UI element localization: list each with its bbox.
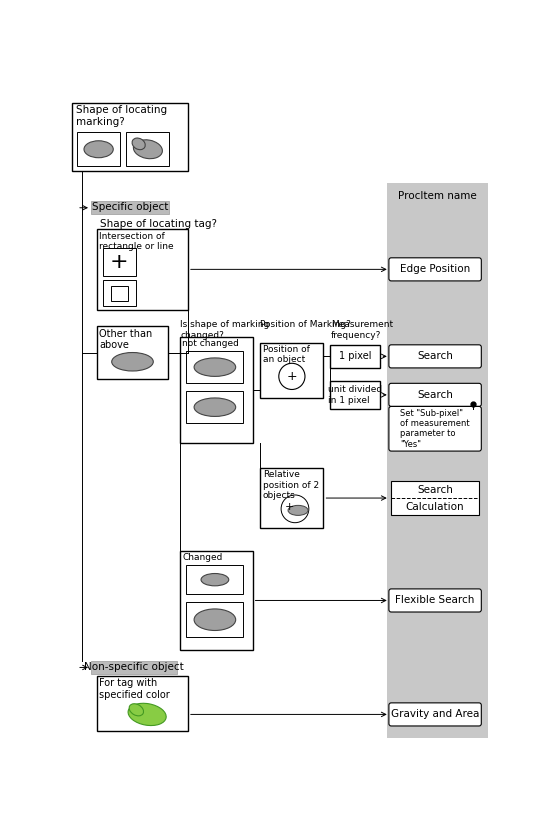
- Text: Relative
position of 2
objects: Relative position of 2 objects: [263, 471, 319, 500]
- Bar: [387, 183, 489, 737]
- Bar: [187, 391, 243, 423]
- Text: +: +: [110, 252, 129, 272]
- Text: Shape of locating
marking?: Shape of locating marking?: [76, 105, 166, 127]
- Bar: [187, 602, 243, 637]
- Text: Intersection of
rectangle or line: Intersection of rectangle or line: [100, 232, 174, 251]
- Bar: [77, 132, 120, 166]
- Text: Search: Search: [417, 485, 453, 495]
- FancyBboxPatch shape: [389, 407, 481, 451]
- Bar: [103, 247, 135, 276]
- Text: Non-specific object: Non-specific object: [84, 662, 184, 672]
- Text: ProcItem name: ProcItem name: [398, 191, 477, 201]
- Bar: [330, 345, 380, 368]
- Text: Search: Search: [417, 390, 453, 400]
- FancyBboxPatch shape: [389, 257, 481, 281]
- Text: Gravity and Area: Gravity and Area: [391, 710, 479, 720]
- Bar: [97, 229, 188, 310]
- FancyBboxPatch shape: [389, 703, 481, 726]
- Ellipse shape: [194, 398, 236, 416]
- Text: 1 pixel: 1 pixel: [339, 352, 371, 362]
- Text: unit divided
in 1 pixel: unit divided in 1 pixel: [328, 385, 382, 405]
- Ellipse shape: [201, 573, 228, 586]
- Ellipse shape: [194, 609, 236, 631]
- Ellipse shape: [133, 140, 163, 159]
- Ellipse shape: [112, 352, 153, 371]
- Text: Specific object: Specific object: [92, 202, 169, 212]
- Text: +: +: [287, 370, 297, 383]
- Text: Is shape of marking
changed?: Is shape of marking changed?: [180, 320, 269, 340]
- FancyBboxPatch shape: [389, 345, 481, 368]
- Bar: [97, 327, 168, 379]
- Bar: [180, 551, 252, 650]
- Bar: [261, 342, 324, 398]
- Text: Flexible Search: Flexible Search: [395, 596, 475, 606]
- Bar: [72, 103, 188, 171]
- Ellipse shape: [128, 703, 166, 726]
- Bar: [180, 337, 252, 443]
- Bar: [103, 280, 135, 307]
- Bar: [187, 351, 243, 383]
- Bar: [187, 565, 243, 594]
- Text: Shape of locating tag?: Shape of locating tag?: [100, 219, 217, 229]
- FancyBboxPatch shape: [389, 383, 481, 407]
- Bar: [391, 481, 479, 515]
- Ellipse shape: [132, 138, 145, 150]
- Ellipse shape: [288, 506, 308, 516]
- Bar: [330, 381, 380, 409]
- Text: +: +: [285, 502, 294, 512]
- Text: Set "Sub-pixel"
of measurement
parameter to
"Yes": Set "Sub-pixel" of measurement parameter…: [400, 409, 470, 449]
- Text: Search: Search: [417, 352, 453, 362]
- Text: Changed: Changed: [183, 553, 223, 562]
- Circle shape: [281, 495, 309, 522]
- Bar: [91, 201, 170, 214]
- Text: Other than
above: Other than above: [100, 329, 153, 350]
- Circle shape: [279, 363, 305, 390]
- Text: Position of Marking?: Position of Marking?: [259, 320, 350, 329]
- Bar: [91, 661, 177, 674]
- FancyBboxPatch shape: [389, 589, 481, 612]
- Bar: [111, 286, 128, 301]
- Text: Measurement
frequency?: Measurement frequency?: [331, 320, 393, 340]
- Text: Edge Position: Edge Position: [400, 264, 470, 274]
- Ellipse shape: [129, 704, 144, 716]
- Ellipse shape: [84, 141, 113, 157]
- Ellipse shape: [194, 358, 236, 377]
- Text: Position of
an object: Position of an object: [263, 345, 310, 364]
- Bar: [97, 676, 188, 731]
- Text: Calculation: Calculation: [406, 501, 465, 511]
- Text: For tag with
specified color: For tag with specified color: [100, 678, 170, 700]
- Bar: [261, 468, 324, 528]
- Bar: [126, 132, 170, 166]
- Text: not changed: not changed: [182, 339, 239, 348]
